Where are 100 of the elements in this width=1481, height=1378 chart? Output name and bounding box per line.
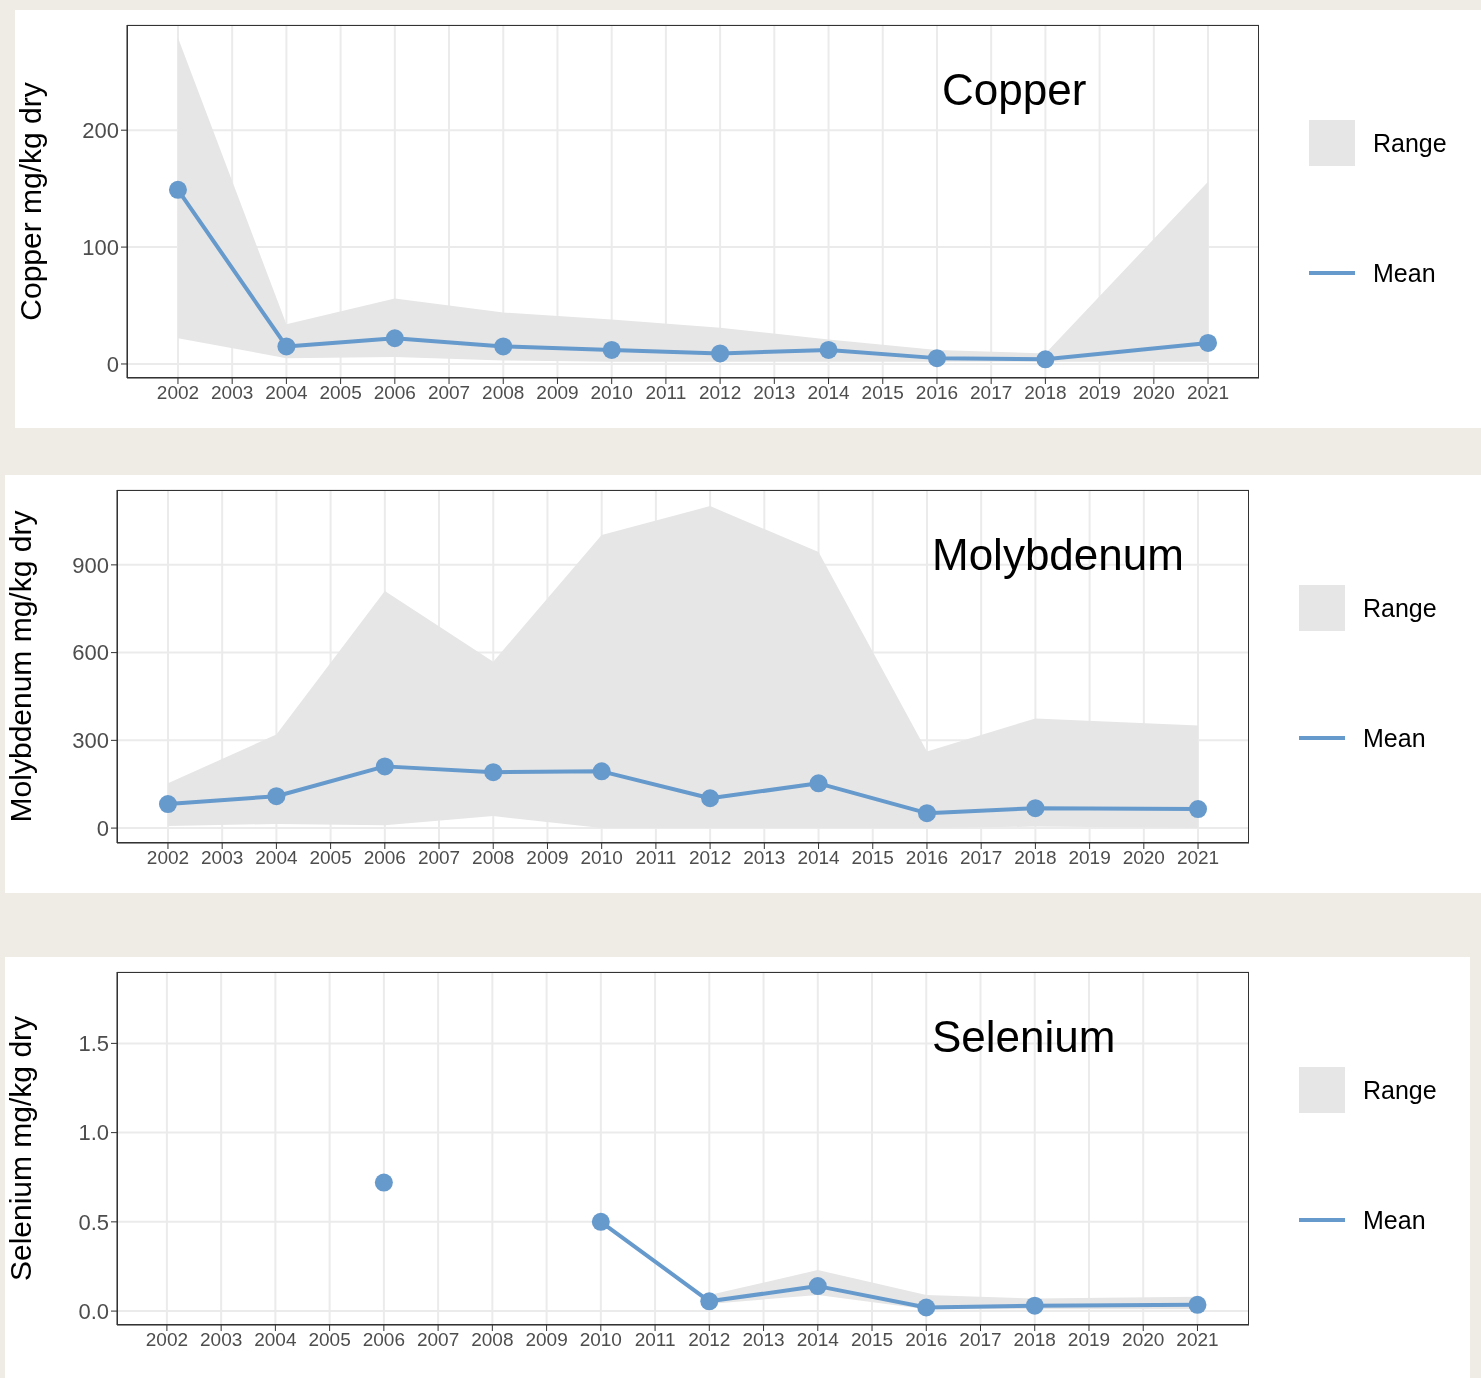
- point: [701, 789, 720, 808]
- x-tick-label: 2017: [960, 847, 1003, 869]
- point: [1025, 1296, 1044, 1315]
- text: Molybdenum: [932, 530, 1184, 580]
- x-tick-label: 2002: [145, 1329, 189, 1351]
- x-tick-label: 2012: [698, 382, 742, 404]
- point: [700, 1292, 719, 1311]
- x-tick-label: 2011: [635, 847, 677, 869]
- y-tick-label: 0.5: [78, 1209, 109, 1235]
- x-tick-label: 2007: [417, 847, 461, 869]
- x-tick-label: 2013: [742, 1329, 785, 1351]
- x-tick-label: 2003: [201, 847, 244, 869]
- x-tick-label: 2019: [1078, 382, 1121, 404]
- point: [927, 349, 946, 368]
- text: Selenium: [932, 1012, 1116, 1062]
- legend-label: Mean: [1363, 1205, 1426, 1235]
- x-tick-label: 2016: [905, 1329, 948, 1351]
- y-tick-label: 900: [72, 552, 109, 578]
- point: [591, 1212, 610, 1231]
- x-tick-label: 2005: [308, 1329, 351, 1351]
- x-tick-label: 2015: [851, 847, 894, 869]
- x-tick-label: 2018: [1024, 382, 1067, 404]
- x-tick-label: 2014: [796, 1329, 840, 1351]
- point: [1199, 333, 1218, 352]
- text: Range: [1373, 128, 1447, 158]
- x-tick-label: 2020: [1122, 847, 1165, 869]
- y-axis-title: Copper mg/kg dry: [13, 82, 47, 321]
- point: [711, 344, 730, 363]
- x-tick-label: 2020: [1132, 382, 1175, 404]
- x-tick-label: 2009: [536, 382, 579, 404]
- point: [1188, 1295, 1207, 1314]
- y-axis-title: Selenium mg/kg dry: [3, 1015, 37, 1282]
- x-tick-label: 2006: [362, 1329, 405, 1351]
- point: [494, 337, 513, 356]
- x-tick-label: 2007: [427, 382, 471, 404]
- point: [484, 763, 503, 782]
- x-tick-label: 2011: [645, 382, 687, 404]
- x-tick-label: 2004: [254, 1329, 297, 1351]
- x-tick-label: 2009: [526, 847, 569, 869]
- x-tick-label: 2021: [1176, 1329, 1219, 1351]
- x-tick-label: 2010: [579, 1329, 622, 1351]
- x-tick-label: 2005: [309, 847, 352, 869]
- x-tick-label: 2012: [688, 847, 732, 869]
- y-tick-label: 0: [106, 351, 119, 377]
- text: Copper: [942, 65, 1087, 115]
- point: [917, 804, 936, 823]
- y-axis-title: Molybdenum mg/kg dry: [3, 510, 37, 823]
- x-tick-label: 2004: [255, 847, 298, 869]
- x-tick-label: 2020: [1122, 1329, 1165, 1351]
- point: [385, 329, 404, 348]
- x-tick-label: 2009: [525, 1329, 568, 1351]
- legend-label: Mean: [1373, 258, 1436, 288]
- x-tick-label: 2003: [200, 1329, 243, 1351]
- x-tick-label: 2021: [1176, 847, 1220, 869]
- x-tick-label: 2006: [373, 382, 416, 404]
- text: Range: [1363, 593, 1437, 623]
- x-tick-label: 2010: [580, 847, 623, 869]
- point: [592, 762, 611, 781]
- x-tick-label: 2016: [915, 382, 959, 404]
- y-tick-label: 1.0: [78, 1120, 109, 1146]
- y-tick-label: 0.0: [78, 1298, 109, 1324]
- point: [809, 774, 828, 793]
- x-tick-label: 2003: [211, 382, 254, 404]
- x-tick-label: 2006: [363, 847, 406, 869]
- x-tick-label: 2010: [590, 382, 633, 404]
- x-tick-label: 2012: [688, 1329, 731, 1351]
- text: Range: [1363, 1075, 1437, 1105]
- x-tick-label: 2021: [1186, 382, 1230, 404]
- point: [808, 1277, 827, 1296]
- point: [1026, 799, 1045, 818]
- x-tick-label: 2011: [634, 1329, 676, 1351]
- y-tick-label: 1.5: [78, 1031, 109, 1057]
- y-tick-label: 600: [72, 640, 109, 666]
- y-tick-label: 300: [72, 728, 109, 754]
- x-tick-label: 2008: [472, 847, 515, 869]
- point: [168, 180, 187, 199]
- point: [375, 757, 394, 776]
- point: [602, 340, 621, 359]
- legend-label: Mean: [1363, 723, 1426, 753]
- x-tick-label: 2019: [1068, 847, 1111, 869]
- point: [1189, 800, 1208, 819]
- x-tick-label: 2013: [743, 847, 786, 869]
- x-tick-label: 2013: [753, 382, 796, 404]
- point: [1036, 350, 1055, 369]
- y-tick-label: 100: [82, 234, 119, 260]
- x-tick-label: 2016: [905, 847, 949, 869]
- x-tick-label: 2008: [471, 1329, 514, 1351]
- point: [374, 1173, 393, 1192]
- x-tick-label: 2019: [1067, 1329, 1111, 1351]
- point: [819, 340, 838, 359]
- x-tick-label: 2008: [482, 382, 525, 404]
- x-tick-label: 2014: [797, 847, 841, 869]
- point: [917, 1298, 936, 1317]
- x-tick-label: 2015: [861, 382, 904, 404]
- x-tick-label: 2015: [850, 1329, 894, 1351]
- point: [277, 337, 296, 356]
- x-tick-label: 2004: [265, 382, 308, 404]
- x-tick-label: 2007: [416, 1329, 460, 1351]
- x-tick-label: 2017: [970, 382, 1013, 404]
- x-tick-label: 2002: [156, 382, 200, 404]
